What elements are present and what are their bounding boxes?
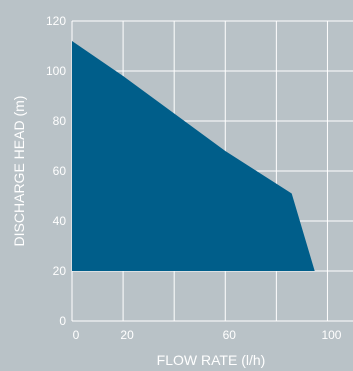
y-tick-label: 0 [59,314,66,328]
x-tick-label: 0 [73,328,80,342]
y-tick-label: 100 [46,64,66,78]
y-tick-label: 80 [53,114,67,128]
x-tick-label: 60 [223,328,237,342]
y-tick-label: 40 [53,214,67,228]
y-axis-title: DISCHARGE HEAD (m) [11,96,27,247]
x-axis-title: FLOW RATE (l/h) [157,352,266,368]
y-tick-label: 120 [46,14,66,28]
performance-area [72,41,315,271]
y-tick-label: 60 [53,164,67,178]
x-tick-label: 20 [120,328,134,342]
y-tick-label: 20 [53,264,67,278]
tick-labels: 0 20 40 60 80 100 120 0 20 60 100 [46,14,342,342]
x-tick-label: 100 [321,328,341,342]
